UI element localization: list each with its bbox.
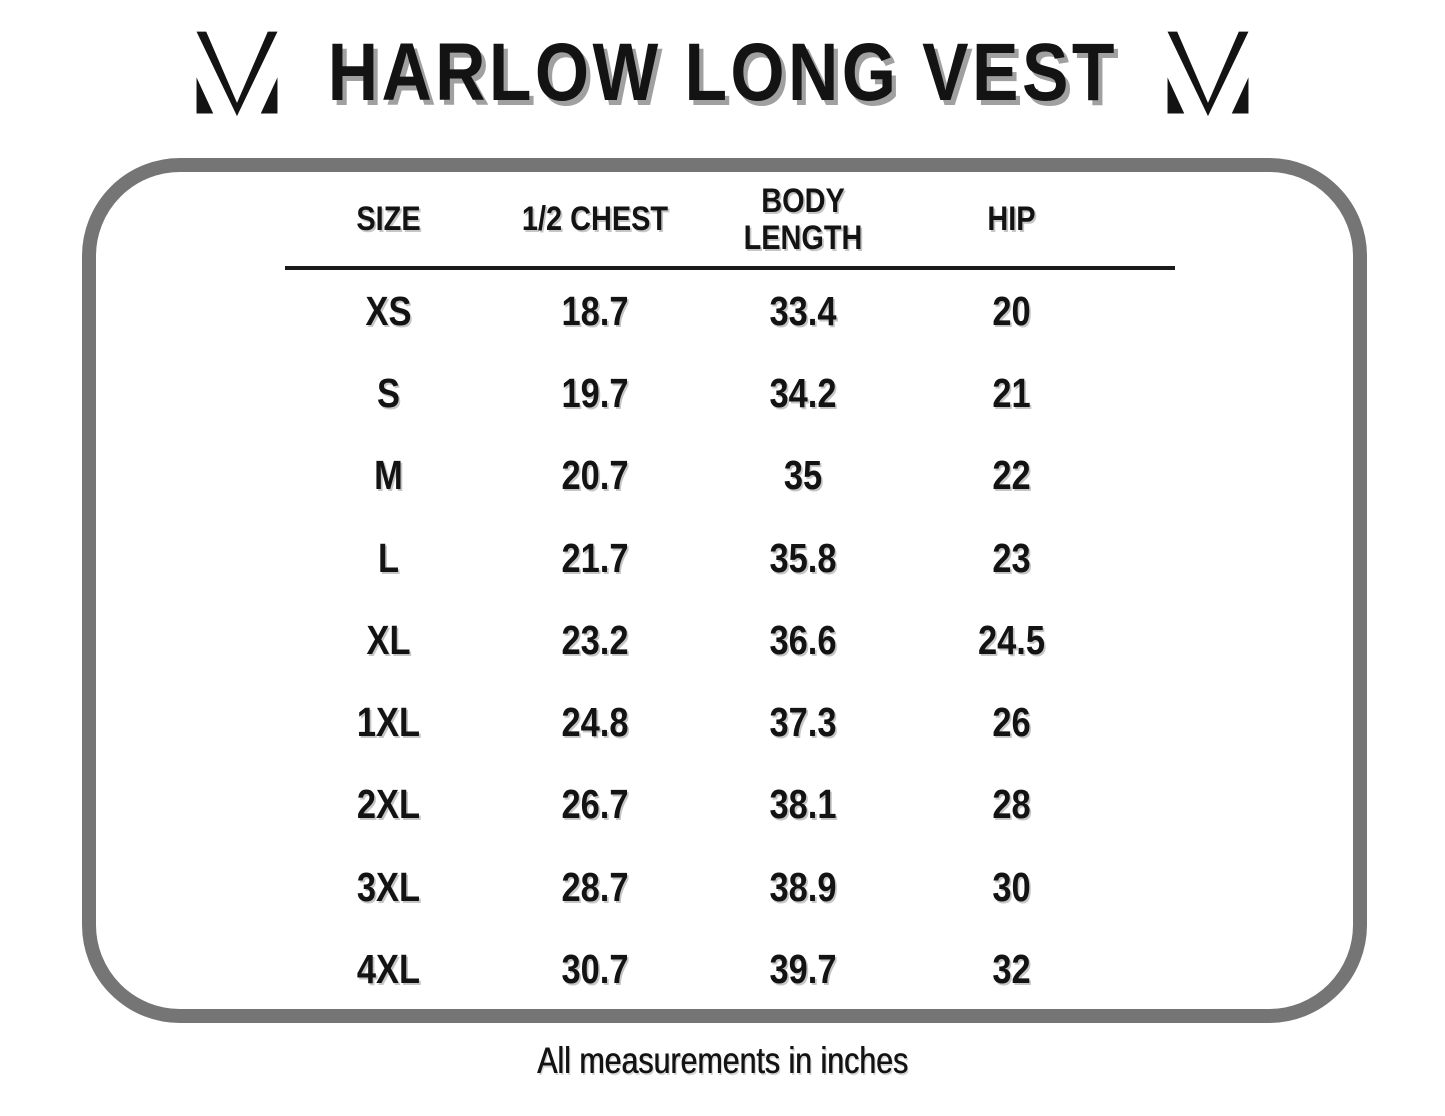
column-header-size: SIZE bbox=[356, 200, 421, 239]
column-header-hip: HIP bbox=[987, 200, 1036, 239]
brand-m-logo-icon bbox=[1162, 29, 1254, 117]
table-row: XS 18.7 33.4 20 bbox=[285, 270, 1175, 352]
body-length-cell: 35.8 bbox=[769, 534, 837, 581]
hip-cell: 32 bbox=[992, 946, 1031, 993]
half-chest-cell: 20.7 bbox=[561, 452, 629, 499]
body-length-cell: 38.9 bbox=[769, 863, 837, 910]
size-cell: 2XL bbox=[356, 781, 421, 828]
body-length-cell: 35 bbox=[783, 452, 823, 499]
size-cell: XS bbox=[365, 287, 412, 334]
body-length-cell: 37.3 bbox=[769, 699, 837, 746]
size-cell: 3XL bbox=[356, 863, 421, 910]
body-length-cell: 36.6 bbox=[769, 616, 837, 663]
page-title: HARLOW LONG VEST bbox=[327, 27, 1118, 118]
hip-cell: 28 bbox=[992, 781, 1031, 828]
size-chart-panel bbox=[82, 158, 1367, 1023]
table-row: 3XL 28.7 38.9 30 bbox=[285, 846, 1175, 928]
body-length-cell: 38.1 bbox=[769, 781, 837, 828]
column-header-body-length: BODY LENGTH bbox=[743, 181, 863, 257]
table-row: L 21.7 35.8 23 bbox=[285, 517, 1175, 599]
half-chest-cell: 21.7 bbox=[561, 534, 629, 581]
table-body: XS 18.7 33.4 20 S 19.7 34.2 21 M 20.7 35 22 L 21.7 35.… bbox=[285, 270, 1175, 1011]
size-cell: XL bbox=[366, 616, 411, 663]
size-cell: S bbox=[377, 369, 400, 416]
hip-cell: 23 bbox=[992, 534, 1031, 581]
header-divider bbox=[285, 266, 1175, 270]
half-chest-cell: 24.8 bbox=[561, 699, 629, 746]
body-length-cell: 33.4 bbox=[769, 287, 837, 334]
header: HARLOW LONG VEST bbox=[0, 27, 1445, 118]
measurements-footnote: All measurements in inches bbox=[537, 1040, 908, 1081]
table-header-row: SIZE 1/2 CHEST BODY LENGTH HIP bbox=[285, 173, 1175, 266]
table-row: 2XL 26.7 38.1 28 bbox=[285, 764, 1175, 846]
half-chest-cell: 23.2 bbox=[561, 616, 629, 663]
size-cell: 1XL bbox=[356, 699, 421, 746]
size-cell: 4XL bbox=[356, 946, 421, 993]
size-chart-table: SIZE 1/2 CHEST BODY LENGTH HIP XS 18.7 33.… bbox=[285, 173, 1175, 1011]
brand-m-logo-icon bbox=[191, 29, 283, 117]
hip-cell: 30 bbox=[992, 863, 1031, 910]
table-row: 1XL 24.8 37.3 26 bbox=[285, 681, 1175, 763]
hip-cell: 24.5 bbox=[977, 616, 1046, 663]
body-length-cell: 39.7 bbox=[769, 946, 837, 993]
table-row: S 19.7 34.2 21 bbox=[285, 352, 1175, 434]
column-header-half-chest: 1/2 CHEST bbox=[521, 200, 669, 239]
half-chest-cell: 26.7 bbox=[561, 781, 629, 828]
hip-cell: 22 bbox=[992, 452, 1031, 499]
hip-cell: 20 bbox=[992, 287, 1031, 334]
table-row: XL 23.2 36.6 24.5 bbox=[285, 599, 1175, 681]
half-chest-cell: 28.7 bbox=[561, 863, 629, 910]
half-chest-cell: 30.7 bbox=[561, 946, 629, 993]
table-row: M 20.7 35 22 bbox=[285, 435, 1175, 517]
hip-cell: 26 bbox=[992, 699, 1031, 746]
body-length-cell: 34.2 bbox=[769, 369, 837, 416]
size-cell: M bbox=[374, 452, 403, 499]
half-chest-cell: 18.7 bbox=[561, 287, 629, 334]
table-row: 4XL 30.7 39.7 32 bbox=[285, 928, 1175, 1010]
hip-cell: 21 bbox=[992, 369, 1031, 416]
half-chest-cell: 19.7 bbox=[561, 369, 629, 416]
size-cell: L bbox=[377, 534, 400, 581]
